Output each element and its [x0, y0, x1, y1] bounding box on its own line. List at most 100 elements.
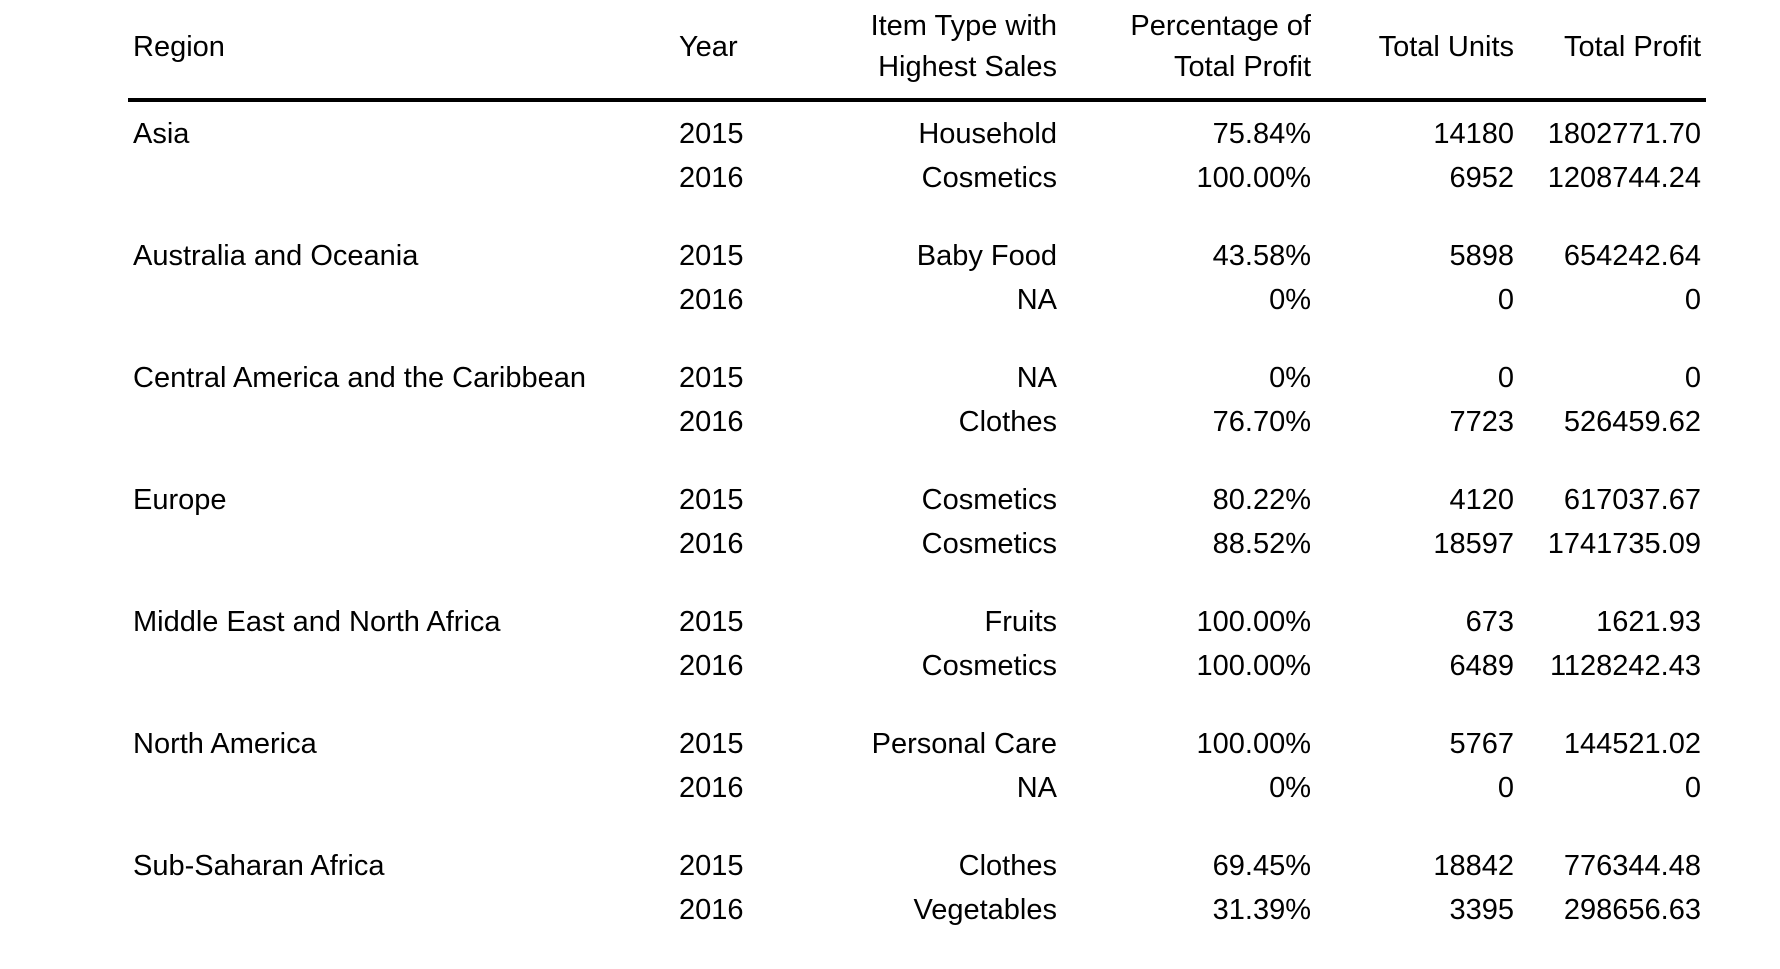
sales-summary-table-container: Region Year Item Type with Highest Sales …	[128, 0, 1706, 932]
cell-total-profit: 0	[1684, 772, 1701, 804]
group-spacer-row	[128, 322, 1706, 356]
cell-region	[128, 888, 674, 932]
header-item-type: Item Type with Highest Sales	[800, 0, 1062, 102]
cell-item-type: Clothes	[958, 850, 1057, 882]
cell-percentage: 75.84%	[1212, 118, 1311, 150]
cell-region	[128, 522, 674, 566]
table-row: Australia and Oceania 2015 Baby Food 43.58%…	[128, 234, 1706, 278]
cell-region	[128, 156, 674, 200]
cell-region: Sub-Saharan Africa	[133, 850, 385, 882]
header-item-type-line2: Highest Sales	[878, 51, 1057, 83]
cell-total-profit: 617037.67	[1563, 484, 1701, 516]
table-row: 2016 Vegetables 31.39% 3395 298656.63	[128, 888, 1706, 932]
header-percentage-line1: Percentage of	[1130, 10, 1311, 42]
cell-total-units: 3395	[1449, 894, 1514, 926]
cell-total-profit: 1208744.24	[1547, 162, 1701, 194]
cell-region: Australia and Oceania	[133, 240, 419, 272]
cell-year: 2016	[679, 772, 744, 804]
group-spacer-cell	[128, 688, 1706, 722]
table-row: 2016 Cosmetics 100.00% 6952 1208744.24	[128, 156, 1706, 200]
cell-total-units: 5898	[1449, 240, 1514, 272]
cell-year: 2016	[679, 406, 744, 438]
table-row: Sub-Saharan Africa 2015 Clothes 69.45% 18842…	[128, 844, 1706, 888]
sales-summary-table: Region Year Item Type with Highest Sales …	[128, 0, 1706, 932]
table-row: Central America and the Caribbean 2015 NA 0…	[128, 356, 1706, 400]
cell-total-profit: 0	[1684, 284, 1701, 316]
cell-total-profit: 144521.02	[1563, 728, 1701, 760]
cell-total-units: 14180	[1433, 118, 1514, 150]
cell-total-profit: 1802771.70	[1547, 118, 1701, 150]
cell-total-profit: 776344.48	[1563, 850, 1701, 882]
cell-percentage: 100.00%	[1196, 650, 1312, 682]
table-row: 2016 Cosmetics 88.52% 18597 1741735.09	[128, 522, 1706, 566]
cell-total-units: 0	[1497, 362, 1514, 394]
group-spacer-row	[128, 444, 1706, 478]
cell-percentage: 88.52%	[1212, 528, 1311, 560]
cell-item-type: Cosmetics	[921, 650, 1057, 682]
cell-percentage: 100.00%	[1196, 162, 1312, 194]
cell-region: Central America and the Caribbean	[133, 362, 586, 394]
group-spacer-cell	[128, 200, 1706, 234]
group-spacer-cell	[128, 810, 1706, 844]
cell-percentage: 76.70%	[1212, 406, 1311, 438]
table-header: Region Year Item Type with Highest Sales …	[128, 0, 1706, 102]
cell-percentage: 100.00%	[1196, 728, 1312, 760]
table-row: Middle East and North Africa 2015 Fruits 10…	[128, 600, 1706, 644]
cell-year: 2015	[679, 118, 744, 150]
group-spacer-row	[128, 200, 1706, 234]
cell-item-type: Household	[918, 118, 1057, 150]
header-percentage: Percentage of Total Profit	[1062, 0, 1316, 102]
group-spacer-row	[128, 688, 1706, 722]
cell-total-units: 673	[1465, 606, 1514, 638]
cell-region	[128, 278, 674, 322]
cell-total-profit: 1128242.43	[1549, 650, 1701, 682]
header-percentage-line2: Total Profit	[1174, 51, 1311, 83]
cell-year: 2015	[679, 728, 744, 760]
table-row: North America 2015 Personal Care 100.00% 576…	[128, 722, 1706, 766]
cell-total-units: 6489	[1449, 650, 1514, 682]
table-row: 2016 NA 0% 0 0	[128, 766, 1706, 810]
cell-total-profit: 654242.64	[1563, 240, 1701, 272]
cell-percentage: 43.58%	[1212, 240, 1311, 272]
cell-region: Middle East and North Africa	[133, 606, 501, 638]
cell-item-type: Cosmetics	[921, 484, 1057, 516]
cell-total-units: 18842	[1433, 850, 1514, 882]
cell-year: 2015	[679, 362, 744, 394]
cell-percentage: 31.39%	[1212, 894, 1311, 926]
cell-percentage: 80.22%	[1212, 484, 1311, 516]
cell-item-type: Fruits	[984, 606, 1058, 638]
cell-total-profit: 298656.63	[1563, 894, 1701, 926]
header-total-units: Total Units	[1316, 0, 1519, 102]
cell-total-units: 0	[1497, 772, 1514, 804]
cell-region: North America	[133, 728, 317, 760]
cell-item-type: NA	[1016, 772, 1057, 804]
cell-total-units: 5767	[1449, 728, 1514, 760]
cell-total-profit: 526459.62	[1563, 406, 1701, 438]
top-gap-row	[128, 100, 1706, 112]
table-row: 2016 Clothes 76.70% 7723 526459.62	[128, 400, 1706, 444]
cell-region	[128, 400, 674, 444]
cell-total-profit: 1741735.09	[1547, 528, 1701, 560]
cell-region: Europe	[133, 484, 227, 516]
table-row: 2016 Cosmetics 100.00% 6489 1128242.43	[128, 644, 1706, 688]
cell-total-units: 0	[1497, 284, 1514, 316]
cell-percentage: 69.45%	[1212, 850, 1311, 882]
table-body: Asia 2015 Household 75.84% 14180 1802771.70 20…	[128, 100, 1706, 932]
cell-year: 2016	[679, 650, 744, 682]
header-region: Region	[128, 0, 674, 102]
cell-total-profit: 1621.93	[1596, 606, 1701, 638]
cell-region	[128, 766, 674, 810]
cell-percentage: 0%	[1269, 772, 1311, 804]
cell-item-type: Vegetables	[913, 894, 1057, 926]
cell-item-type: Baby Food	[916, 240, 1057, 272]
table-row: 2016 NA 0% 0 0	[128, 278, 1706, 322]
top-gap-cell	[128, 100, 1706, 112]
cell-year: 2016	[679, 528, 744, 560]
cell-total-units: 6952	[1449, 162, 1514, 194]
header-total-profit: Total Profit	[1519, 0, 1706, 102]
table-row: Asia 2015 Household 75.84% 14180 1802771.70	[128, 112, 1706, 156]
cell-year: 2016	[679, 162, 744, 194]
cell-item-type: Clothes	[958, 406, 1057, 438]
cell-percentage: 100.00%	[1196, 606, 1312, 638]
group-spacer-row	[128, 810, 1706, 844]
